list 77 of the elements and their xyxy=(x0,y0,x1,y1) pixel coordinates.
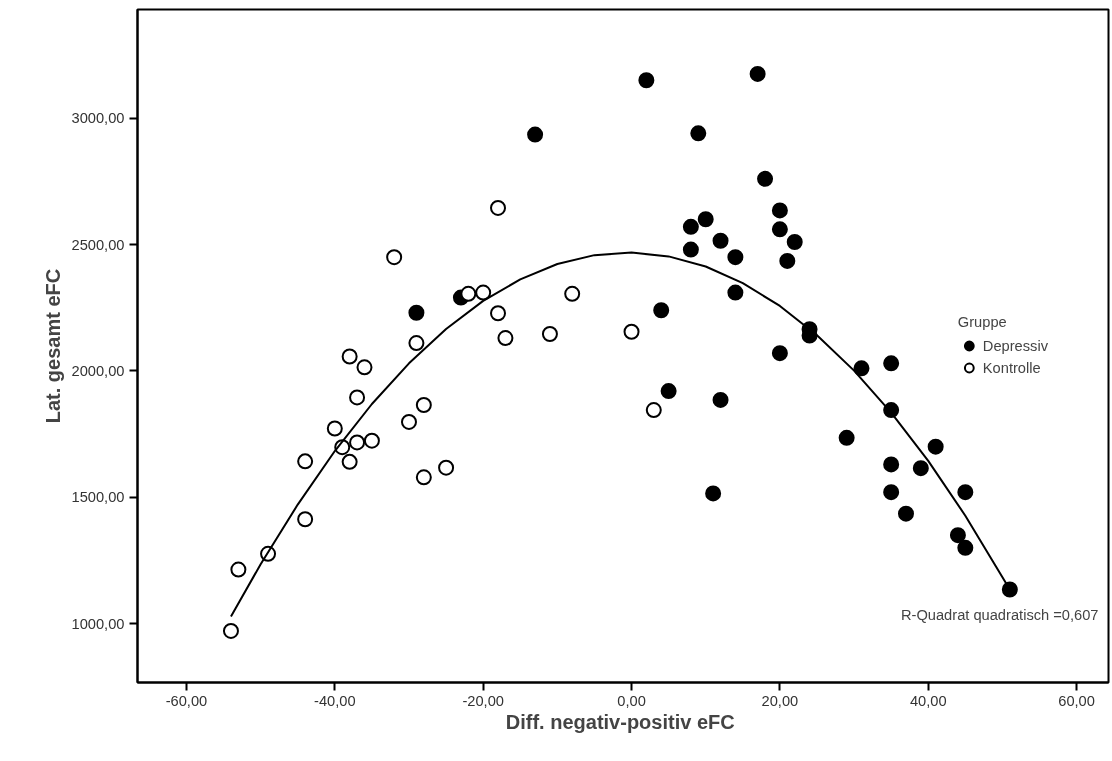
point xyxy=(356,359,373,376)
y-axis-title: Lat. gesamt eFC xyxy=(41,268,64,424)
point xyxy=(341,453,358,470)
point xyxy=(749,65,766,82)
point xyxy=(341,348,358,365)
point xyxy=(653,302,670,319)
point xyxy=(490,305,507,322)
legend-label: Depressiv xyxy=(982,337,1048,353)
point xyxy=(682,241,699,258)
y-tick-label: 3000,00 xyxy=(71,110,125,127)
point xyxy=(727,249,744,266)
legend-label: Kontrolle xyxy=(982,359,1041,375)
point xyxy=(349,389,366,406)
point xyxy=(475,284,492,301)
point xyxy=(638,72,655,89)
point xyxy=(438,459,455,476)
y-tick-label: 2000,00 xyxy=(71,362,125,379)
point xyxy=(682,218,699,235)
point xyxy=(883,484,900,501)
point xyxy=(927,438,944,455)
x-tick-label: 20,00 xyxy=(761,692,799,709)
point xyxy=(408,335,425,352)
x-tick-label: -60,00 xyxy=(165,692,208,709)
point xyxy=(838,429,855,446)
point xyxy=(541,326,558,342)
point xyxy=(297,511,314,528)
y-tick-label: 1000,00 xyxy=(71,615,125,632)
y-tick-label: 2500,00 xyxy=(71,236,125,253)
point xyxy=(712,232,729,249)
point xyxy=(957,484,974,501)
x-tick-label: -40,00 xyxy=(314,692,356,709)
point xyxy=(527,126,544,143)
y-tick-label: 1500,00 xyxy=(71,489,125,506)
point xyxy=(490,199,507,216)
point xyxy=(623,323,640,340)
point xyxy=(408,304,425,321)
point xyxy=(786,234,803,250)
point xyxy=(912,460,929,477)
point xyxy=(660,383,677,400)
point xyxy=(897,505,914,522)
point xyxy=(460,285,477,302)
point xyxy=(779,252,796,269)
point xyxy=(497,330,514,347)
point xyxy=(757,170,774,187)
point xyxy=(415,397,432,413)
point xyxy=(771,345,788,362)
point xyxy=(1001,581,1018,598)
point xyxy=(949,527,966,544)
point xyxy=(415,469,432,486)
point xyxy=(697,211,714,228)
point xyxy=(883,355,900,372)
point xyxy=(645,402,662,419)
point xyxy=(400,413,417,430)
point xyxy=(386,249,403,266)
point xyxy=(564,285,581,302)
point xyxy=(727,284,744,301)
x-tick-label: -20,00 xyxy=(462,692,504,709)
x-tick-label: 0,00 xyxy=(617,692,646,709)
x-tick-label: 60,00 xyxy=(1058,692,1095,709)
point xyxy=(771,202,788,219)
point xyxy=(363,432,380,449)
annotation: R-Quadrat quadratisch =0,607 xyxy=(900,606,1099,623)
x-tick-label: 40,00 xyxy=(909,692,947,709)
point xyxy=(230,561,247,578)
point xyxy=(222,622,239,639)
point xyxy=(705,485,722,502)
point xyxy=(349,434,366,451)
point xyxy=(712,391,729,408)
legend-title: Gruppe xyxy=(957,313,1008,329)
point xyxy=(326,420,343,437)
point xyxy=(771,221,788,238)
point xyxy=(297,453,314,470)
point xyxy=(957,539,974,556)
point xyxy=(853,360,870,377)
x-axis-title: Diff. negativ-positiv eFC xyxy=(505,710,735,733)
point xyxy=(690,125,707,142)
point xyxy=(883,456,900,473)
